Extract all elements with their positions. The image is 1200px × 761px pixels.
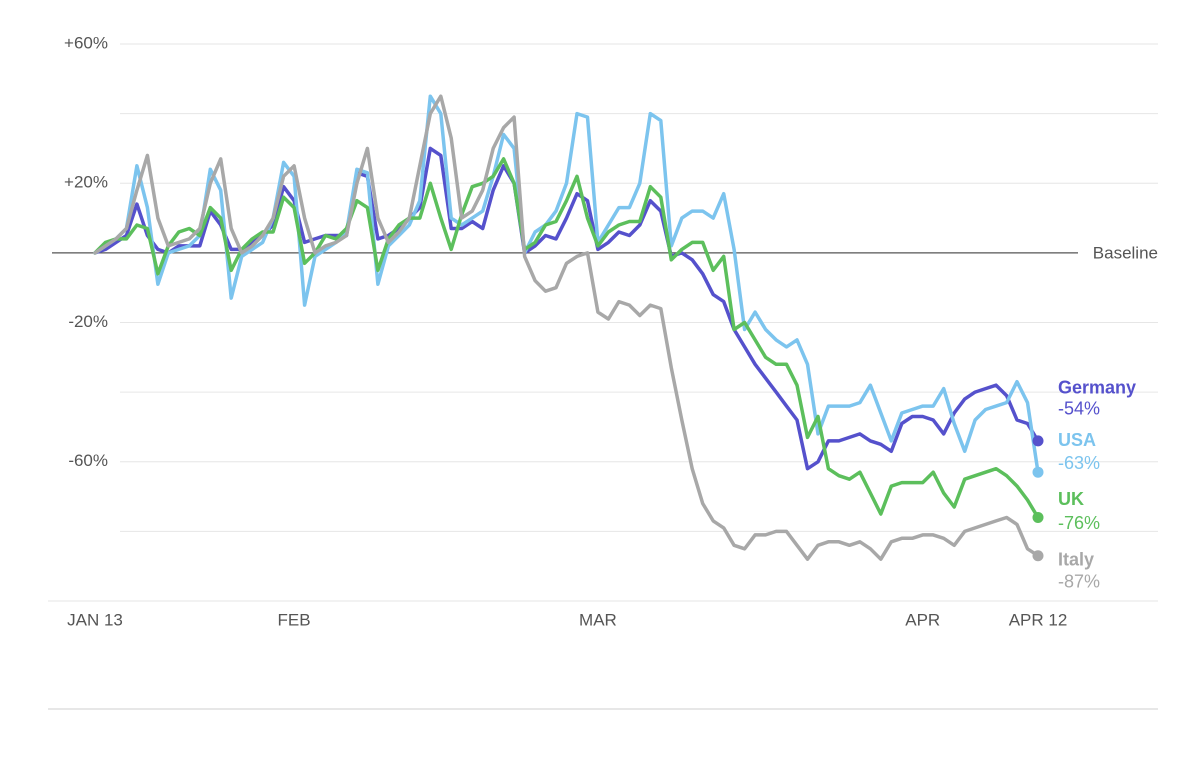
series-name: Germany bbox=[1058, 378, 1136, 398]
end-dot bbox=[1032, 466, 1044, 478]
x-tick-label: FEB bbox=[278, 610, 311, 629]
series-name: USA bbox=[1058, 430, 1096, 450]
end-dot bbox=[1032, 550, 1044, 562]
series-line bbox=[93, 157, 1040, 520]
series-name: Italy bbox=[1058, 549, 1094, 569]
y-tick-label: -20% bbox=[68, 312, 108, 331]
y-tick-label: +60% bbox=[64, 33, 108, 52]
baseline-label: Baseline bbox=[1093, 243, 1158, 262]
series-line bbox=[93, 94, 1040, 561]
series-name: UK bbox=[1058, 489, 1084, 509]
end-dot bbox=[1032, 511, 1044, 523]
x-tick-label: APR bbox=[905, 610, 940, 629]
x-tick-label: MAR bbox=[579, 610, 617, 629]
x-tick-label: APR 12 bbox=[1009, 610, 1068, 629]
series-end-label: -54% bbox=[1058, 399, 1100, 419]
end-dot bbox=[1032, 435, 1044, 447]
series-end-label: -87% bbox=[1058, 571, 1100, 591]
series-end-label: -76% bbox=[1058, 513, 1100, 533]
series-line bbox=[93, 146, 1040, 471]
x-tick-label: JAN 13 bbox=[67, 610, 123, 629]
y-tick-label: -60% bbox=[68, 451, 108, 470]
series-line bbox=[93, 94, 1040, 474]
series-end-label: -63% bbox=[1058, 453, 1100, 473]
y-tick-label: +20% bbox=[64, 173, 108, 192]
